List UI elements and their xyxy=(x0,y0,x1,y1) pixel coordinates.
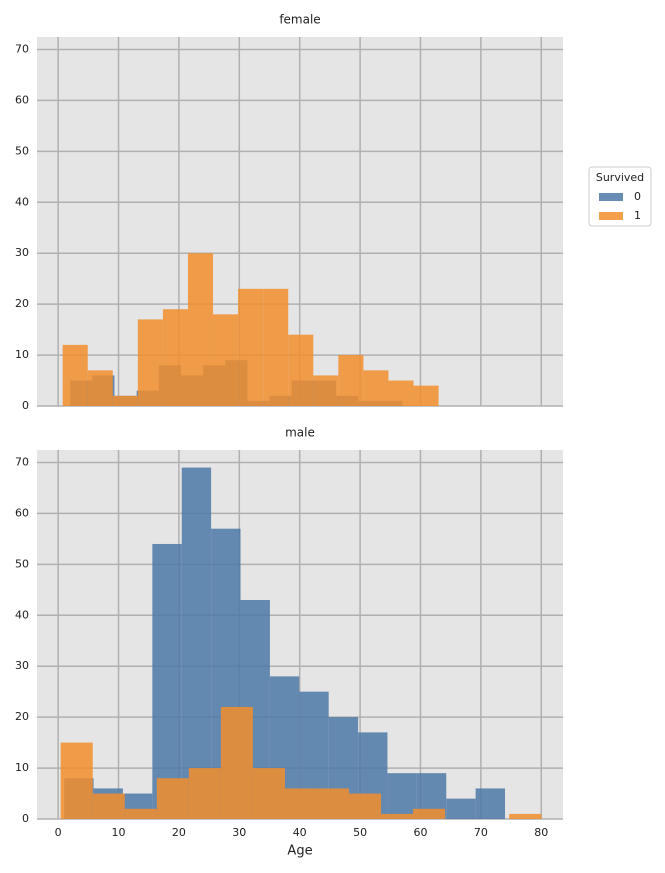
histogram-bar xyxy=(181,467,212,819)
histogram-bar xyxy=(388,380,414,406)
series: 1 xyxy=(60,706,542,819)
histogram-bar xyxy=(263,288,289,406)
y-tick-label: 50 xyxy=(15,557,29,570)
histogram-bar xyxy=(137,319,163,406)
histogram-bar xyxy=(413,808,446,819)
panel-title: male xyxy=(285,426,315,440)
histogram-bar xyxy=(413,385,439,406)
x-tick-label: 40 xyxy=(293,826,307,839)
histogram-bar xyxy=(187,253,214,406)
x-tick-label: 10 xyxy=(112,826,126,839)
legend-label: 0 xyxy=(634,190,641,203)
legend-swatch xyxy=(599,193,623,201)
histogram-bar xyxy=(316,788,350,819)
histogram-bar xyxy=(213,314,239,406)
histogram-bar xyxy=(162,309,188,406)
histogram-bar xyxy=(338,355,364,406)
y-tick-label: 60 xyxy=(15,506,29,519)
x-tick-label: 60 xyxy=(413,826,427,839)
histogram-bar xyxy=(238,288,264,406)
y-tick-label: 30 xyxy=(15,246,29,259)
x-axis-label: Age xyxy=(287,844,312,859)
histogram-bar xyxy=(152,543,182,819)
histogram-bar xyxy=(288,334,314,406)
histogram-bar xyxy=(156,778,189,819)
x-tick-label: 80 xyxy=(534,826,548,839)
panel-title: female xyxy=(279,13,320,27)
histogram-bar xyxy=(92,793,125,819)
y-tick-label: 20 xyxy=(15,710,29,723)
x-tick-label: 0 xyxy=(55,826,62,839)
y-tick-label: 40 xyxy=(15,195,29,208)
x-tick-label: 70 xyxy=(474,826,488,839)
histogram-bar xyxy=(252,768,285,819)
histogram-bar xyxy=(381,813,414,819)
y-tick-label: 60 xyxy=(15,93,29,106)
histogram-bar xyxy=(188,768,221,819)
histogram-bar xyxy=(363,370,389,406)
y-tick-label: 0 xyxy=(22,812,29,825)
histogram-bar xyxy=(475,788,506,819)
histogram-bar xyxy=(124,808,157,819)
histogram-bar xyxy=(349,793,382,819)
histogram-bar xyxy=(313,375,339,406)
y-tick-label: 20 xyxy=(15,297,29,310)
x-tick-label: 30 xyxy=(232,826,246,839)
y-tick-label: 10 xyxy=(15,348,29,361)
y-tick-label: 30 xyxy=(15,659,29,672)
series: 1 xyxy=(62,253,439,406)
histogram-bar xyxy=(284,788,317,819)
histogram-bar xyxy=(112,395,138,406)
legend-title: Survived xyxy=(596,171,644,184)
histogram-bar xyxy=(62,344,88,406)
y-tick-label: 10 xyxy=(15,761,29,774)
histogram-bar xyxy=(60,742,93,819)
y-tick-label: 0 xyxy=(22,399,29,412)
x-tick-label: 50 xyxy=(353,826,367,839)
histogram-bar xyxy=(87,370,113,406)
histogram-bar xyxy=(446,798,476,819)
y-tick-label: 70 xyxy=(15,42,29,55)
y-tick-label: 40 xyxy=(15,608,29,621)
histogram-bar xyxy=(509,813,542,819)
legend-swatch xyxy=(599,212,623,220)
histogram-bar xyxy=(387,773,417,819)
x-tick-label: 20 xyxy=(172,826,186,839)
legend-label: 1 xyxy=(634,209,641,222)
y-tick-label: 70 xyxy=(15,455,29,468)
y-tick-label: 50 xyxy=(15,144,29,157)
histogram-bar xyxy=(220,706,253,819)
